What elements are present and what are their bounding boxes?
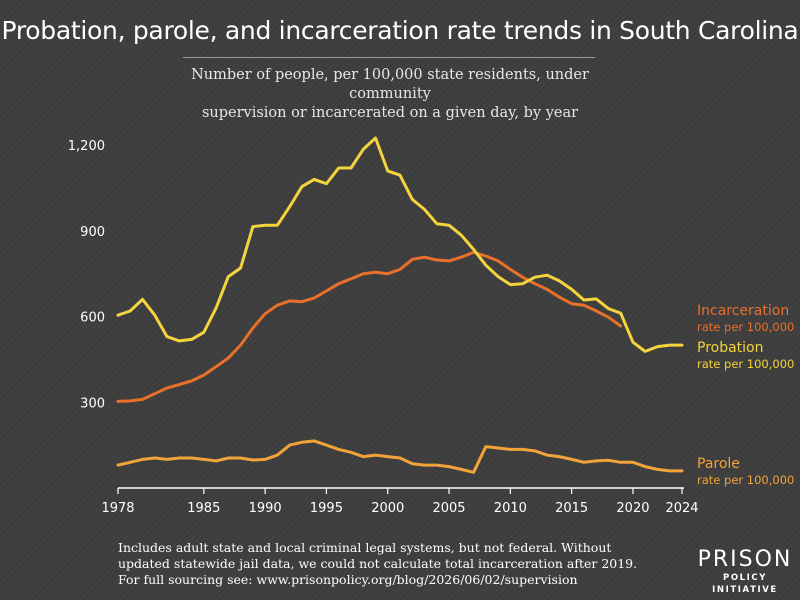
title-divider [183, 57, 595, 58]
incarceration-line [116, 250, 623, 403]
y-tick-label: 900 [80, 225, 105, 240]
prison-policy-initiative-logo: PRISON POLICY INITIATIVE [695, 548, 795, 596]
x-tick-label: 1978 [101, 501, 134, 516]
incarceration-sublabel: rate per 100,000 [697, 320, 794, 334]
footnote: Includes adult state and local criminal … [118, 540, 638, 588]
parole-sublabel: rate per 100,000 [697, 473, 794, 487]
x-tick-label: 1990 [249, 501, 282, 516]
incarceration-label: Incarceration [697, 303, 789, 319]
chart-title: Probation, parole, and incarceration rat… [1, 16, 799, 45]
footnote-line-1: Includes adult state and local criminal … [118, 540, 612, 555]
x-tick-label: 2024 [665, 501, 698, 516]
x-tick-label: 1985 [187, 501, 220, 516]
parole-label: Parole [697, 456, 740, 472]
probation-label: Probation [697, 340, 764, 356]
x-tick-label: 2020 [616, 501, 649, 516]
logo-word-policy-initiative: POLICY INITIATIVE [712, 573, 778, 595]
footnote-line-2: updated statewide jail data, we could no… [118, 556, 638, 571]
chart-subtitle: Number of people, per 100,000 state resi… [160, 66, 620, 123]
x-tick-label: 2000 [371, 501, 404, 516]
probation-sublabel: rate per 100,000 [697, 357, 794, 371]
subtitle-line-2: supervision or incarcerated on a given d… [201, 105, 579, 121]
y-tick-label: 300 [80, 396, 105, 411]
x-tick-label: 2015 [555, 501, 588, 516]
y-tick-label: 1,200 [68, 139, 105, 154]
probation-line [116, 136, 684, 353]
x-tick-label: 2010 [494, 501, 527, 516]
subtitle-line-1: Number of people, per 100,000 state resi… [191, 67, 589, 102]
x-tick-label: 1995 [310, 501, 343, 516]
y-tick-label: 600 [80, 311, 105, 326]
parole-line [116, 439, 684, 474]
logo-word-prison: PRISON [697, 547, 793, 572]
footnote-line-3: For full sourcing see: www.prisonpolicy.… [118, 572, 578, 587]
x-tick-label: 2005 [432, 501, 465, 516]
